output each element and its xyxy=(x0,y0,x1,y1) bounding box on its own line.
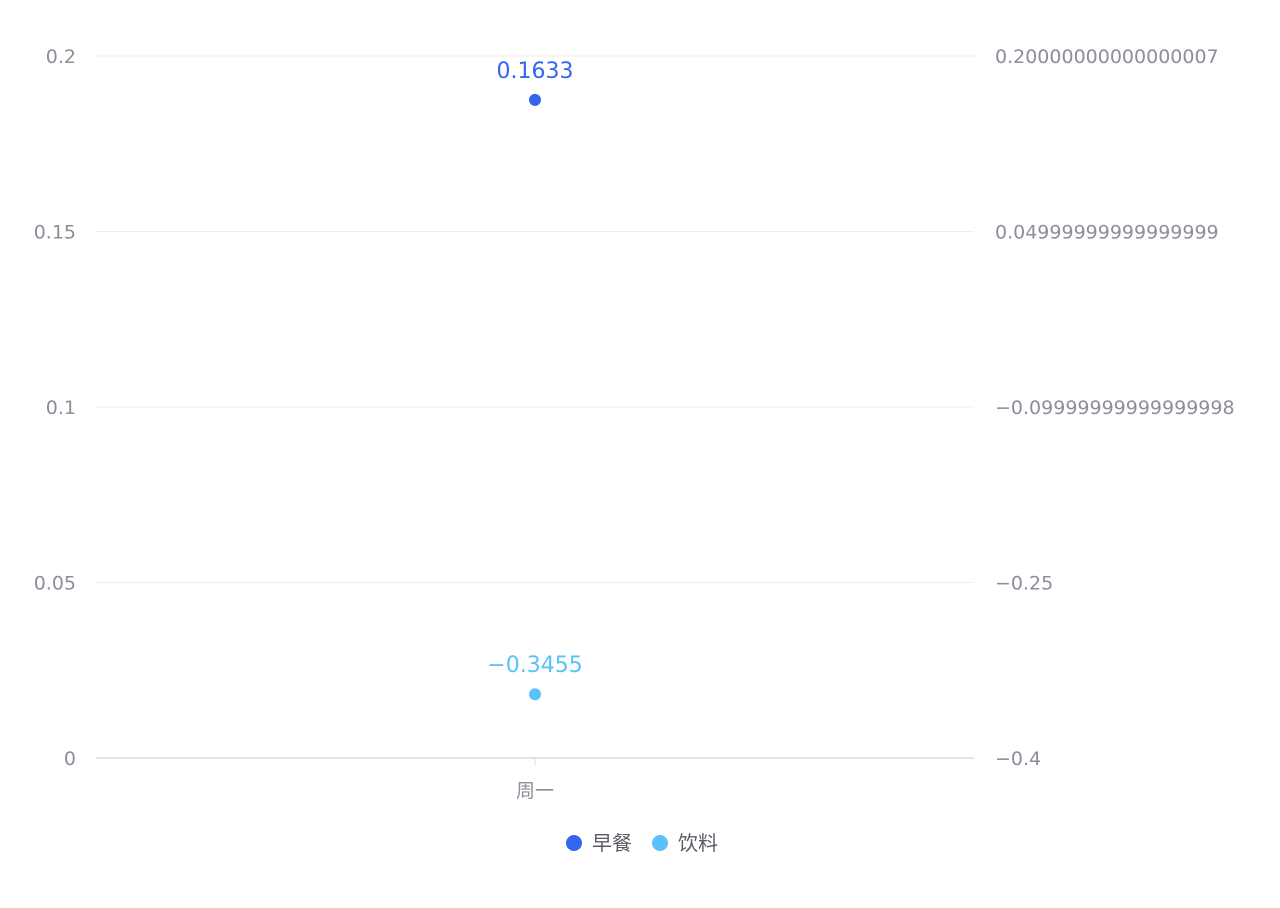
data-point[interactable] xyxy=(529,93,541,106)
legend-marker xyxy=(566,835,582,851)
left-y-tick-label: 0.05 xyxy=(34,573,76,595)
x-tick-label: 周一 xyxy=(516,780,554,802)
legend[interactable]: 早餐 饮料 xyxy=(566,831,718,855)
x-axis: 周一 xyxy=(516,758,554,802)
data-label: 0.1633 xyxy=(497,59,574,84)
right-y-axis: −0.4 −0.25 −0.09999999999999998 0.049999999… xyxy=(995,46,1235,770)
data-point[interactable] xyxy=(529,688,541,701)
right-y-tick-label: 0.20000000000000007 xyxy=(995,46,1219,68)
right-y-tick-label: −0.09999999999999998 xyxy=(995,397,1235,419)
legend-label: 早餐 xyxy=(592,831,632,855)
right-y-tick-label: 0.04999999999999999 xyxy=(995,222,1219,244)
left-y-tick-label: 0.2 xyxy=(46,46,76,68)
right-y-tick-label: −0.25 xyxy=(995,573,1053,595)
right-y-tick-label: −0.4 xyxy=(995,748,1041,770)
data-points: 0.1633 −0.3455 xyxy=(487,59,583,701)
left-y-tick-label: 0.15 xyxy=(34,222,76,244)
legend-marker xyxy=(652,835,668,851)
legend-item[interactable]: 早餐 xyxy=(566,831,632,855)
left-y-tick-label: 0.1 xyxy=(46,397,76,419)
legend-label: 饮料 xyxy=(678,831,718,855)
legend-item[interactable]: 饮料 xyxy=(652,831,718,855)
left-y-tick-label: 0 xyxy=(64,748,76,770)
left-y-axis: 0 0.05 0.1 0.15 0.2 xyxy=(34,46,76,770)
data-label: −0.3455 xyxy=(487,653,582,678)
